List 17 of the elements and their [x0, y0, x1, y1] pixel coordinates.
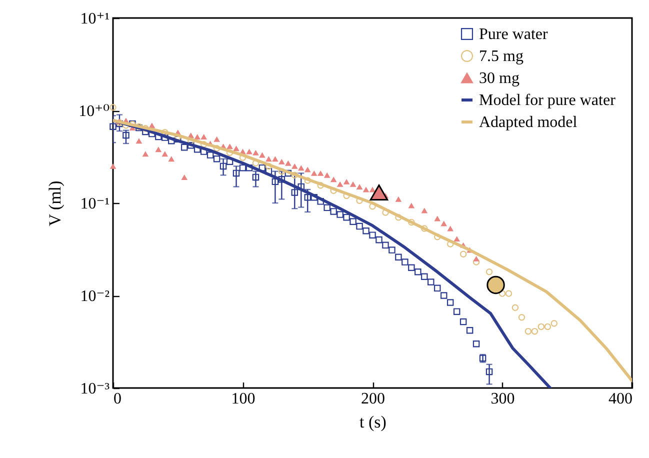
x-axis-title: t (s) [360, 412, 386, 432]
y-axis-title: V (ml) [46, 180, 65, 226]
x-tick-label: 200 [361, 390, 385, 408]
y-tick-label: 10⁻² [80, 288, 110, 305]
legend-label: Model for pure water [479, 92, 616, 109]
y-tick-label: 10⁻³ [80, 380, 110, 398]
x-tick-label: 300 [490, 390, 515, 408]
y-tick-label: 10⁺¹ [80, 10, 110, 28]
x-tick-label: 400 [608, 390, 632, 408]
x-tick-label: 100 [231, 390, 256, 408]
legend-label: Pure water [479, 26, 549, 43]
y-tick-label: 10⁺⁰ [78, 103, 110, 120]
legend-label: 30 mg [479, 70, 520, 87]
x-tick-label: 0 [114, 390, 122, 408]
legend-label: 7.5 mg [479, 48, 524, 65]
y-tick-label: 10⁻¹ [80, 196, 110, 212]
legend-label: Adapted model [479, 114, 578, 131]
